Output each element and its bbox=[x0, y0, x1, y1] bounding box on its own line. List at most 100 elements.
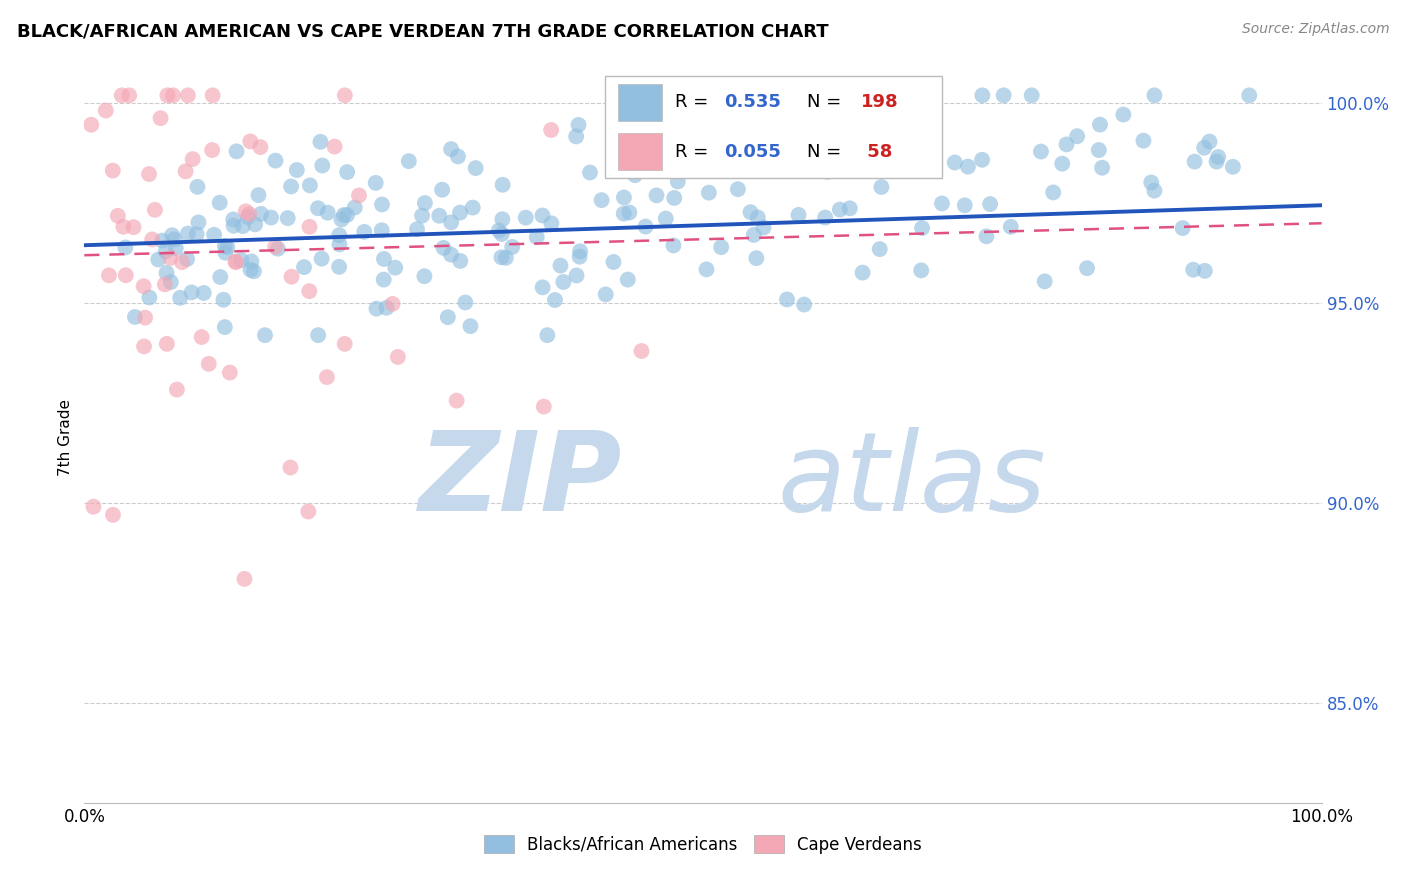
Point bbox=[533, 400, 555, 414]
Point bbox=[328, 228, 350, 243]
Point bbox=[328, 260, 350, 274]
Point bbox=[298, 219, 321, 234]
Point bbox=[447, 149, 470, 163]
Point bbox=[454, 295, 477, 310]
Point bbox=[141, 232, 163, 246]
Point bbox=[101, 163, 124, 178]
Point bbox=[225, 145, 247, 159]
Point bbox=[107, 209, 129, 223]
FancyBboxPatch shape bbox=[619, 84, 662, 121]
Point bbox=[138, 291, 160, 305]
Text: R =: R = bbox=[675, 143, 714, 161]
Point bbox=[364, 176, 387, 190]
Point bbox=[832, 158, 855, 172]
Point bbox=[366, 301, 388, 316]
Point bbox=[181, 152, 204, 166]
Point bbox=[214, 239, 236, 253]
Point bbox=[311, 252, 333, 266]
Point bbox=[553, 275, 575, 289]
Point bbox=[595, 287, 617, 301]
Point bbox=[460, 319, 482, 334]
Point bbox=[461, 201, 484, 215]
Point bbox=[910, 263, 932, 277]
Point bbox=[972, 88, 994, 103]
Point bbox=[186, 179, 208, 194]
Point bbox=[427, 209, 450, 223]
Point bbox=[232, 219, 254, 233]
Point bbox=[333, 336, 356, 351]
Point bbox=[156, 88, 179, 103]
Point bbox=[118, 88, 141, 103]
Point bbox=[540, 216, 562, 230]
Point bbox=[174, 164, 197, 178]
Text: 58: 58 bbox=[860, 143, 893, 161]
Point bbox=[449, 254, 471, 268]
Point bbox=[201, 88, 224, 103]
Point bbox=[193, 285, 215, 300]
Point bbox=[717, 145, 740, 160]
Point bbox=[208, 195, 231, 210]
Point bbox=[112, 219, 135, 234]
Point bbox=[1033, 274, 1056, 288]
Point bbox=[98, 268, 121, 283]
Point bbox=[148, 252, 170, 267]
Point bbox=[430, 183, 453, 197]
Text: BLACK/AFRICAN AMERICAN VS CAPE VERDEAN 7TH GRADE CORRELATION CHART: BLACK/AFRICAN AMERICAN VS CAPE VERDEAN 7… bbox=[17, 22, 828, 40]
Point bbox=[491, 227, 513, 241]
Point bbox=[387, 350, 409, 364]
Point bbox=[165, 241, 187, 255]
Point bbox=[114, 240, 136, 254]
Point bbox=[212, 293, 235, 307]
Point bbox=[1056, 137, 1078, 152]
Point bbox=[186, 227, 208, 242]
Point bbox=[624, 168, 647, 182]
Text: N =: N = bbox=[807, 94, 846, 112]
Point bbox=[776, 293, 799, 307]
Point bbox=[94, 103, 117, 118]
Text: atlas: atlas bbox=[778, 427, 1046, 534]
Text: 0.055: 0.055 bbox=[724, 143, 782, 161]
Point bbox=[501, 240, 523, 254]
Point bbox=[101, 508, 124, 522]
Point bbox=[411, 209, 433, 223]
Point bbox=[169, 291, 191, 305]
Point bbox=[436, 310, 458, 325]
Point bbox=[413, 269, 436, 284]
Point bbox=[159, 251, 181, 265]
Point bbox=[162, 88, 184, 103]
Point bbox=[491, 250, 513, 264]
Point bbox=[449, 205, 471, 219]
Point bbox=[491, 178, 513, 192]
Point bbox=[336, 208, 359, 222]
Point bbox=[311, 159, 333, 173]
Point bbox=[662, 238, 685, 252]
Point bbox=[280, 179, 302, 194]
Point bbox=[122, 220, 145, 235]
Point bbox=[550, 259, 572, 273]
Point bbox=[745, 251, 768, 265]
Point bbox=[814, 211, 837, 225]
Point bbox=[111, 88, 134, 103]
Point bbox=[149, 111, 172, 125]
Point bbox=[280, 269, 302, 284]
Point bbox=[177, 227, 200, 241]
Point bbox=[630, 344, 652, 359]
Point bbox=[250, 207, 273, 221]
Point bbox=[634, 219, 657, 234]
Text: 0.535: 0.535 bbox=[724, 94, 782, 112]
Point bbox=[307, 328, 329, 343]
Point bbox=[979, 197, 1001, 211]
Point bbox=[238, 207, 260, 221]
Point bbox=[249, 140, 271, 154]
Point bbox=[943, 155, 966, 169]
Text: 198: 198 bbox=[860, 94, 898, 112]
Point bbox=[236, 210, 259, 224]
Point bbox=[132, 339, 155, 353]
Point bbox=[201, 143, 224, 157]
Point bbox=[1143, 184, 1166, 198]
Point bbox=[626, 124, 648, 138]
Point bbox=[239, 135, 262, 149]
Point bbox=[166, 383, 188, 397]
Point bbox=[224, 254, 246, 268]
Point bbox=[187, 215, 209, 229]
